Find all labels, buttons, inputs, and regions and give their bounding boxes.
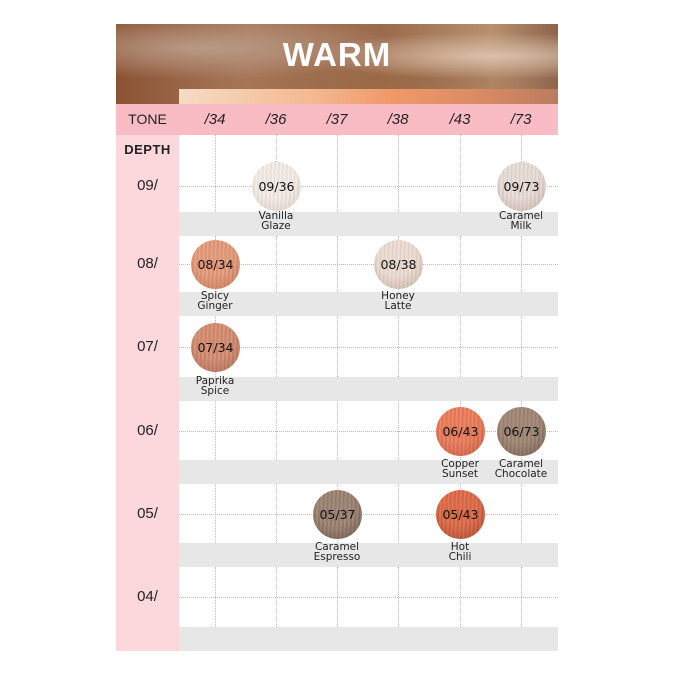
label-band xyxy=(179,460,558,484)
shade-name-line2: Sunset xyxy=(441,468,479,480)
grid-line-horizontal xyxy=(179,514,558,515)
grid-line-vertical xyxy=(398,567,399,627)
tone-43: /43 xyxy=(449,111,471,128)
shade-name-line1: Paprika xyxy=(195,375,235,387)
tone-73: /73 xyxy=(510,111,532,128)
label-band xyxy=(179,212,558,236)
shade-name: Vanilla Glaze xyxy=(231,210,321,232)
label-band xyxy=(179,292,558,316)
shade-name: Hot Chili xyxy=(415,541,505,563)
tone-34: /34 xyxy=(204,111,226,128)
grid-line-vertical xyxy=(460,236,461,292)
grid-line-vertical xyxy=(398,316,399,377)
depth-04: 04/ xyxy=(137,588,158,605)
grid-line-vertical xyxy=(337,567,338,627)
header-banner: WARM xyxy=(116,24,558,104)
tone-header-row xyxy=(116,104,558,135)
grid-line-vertical xyxy=(460,316,461,377)
tone-36: /36 xyxy=(265,111,287,128)
grid-line-vertical xyxy=(337,316,338,377)
depth-07: 07/ xyxy=(137,338,158,355)
shade-name-line1: Caramel xyxy=(314,541,360,553)
shade-name-line2: Glaze xyxy=(261,220,291,232)
grid-line-vertical xyxy=(276,484,277,543)
depth-05: 05/ xyxy=(137,505,158,522)
grid-line-vertical xyxy=(460,135,461,212)
grid-line-vertical xyxy=(521,484,522,543)
depth-label: DEPTH xyxy=(124,142,171,157)
color-chart-card: WARM TONE DEPTH 09/08/07/06/05/04/ /34/36… xyxy=(116,24,558,651)
shade-name: Spicy Ginger xyxy=(170,290,260,312)
swatch-09-73[interactable]: 09/73 xyxy=(497,162,546,211)
grid-line-horizontal xyxy=(179,186,558,187)
shade-name-line2: Spice xyxy=(200,385,230,397)
grid-line-vertical xyxy=(460,567,461,627)
grid-line-vertical xyxy=(215,135,216,212)
shade-name-line1: Caramel xyxy=(498,458,544,470)
grid-line-vertical xyxy=(337,236,338,292)
tone-gradient-strip xyxy=(179,89,558,104)
chart-title: WARM xyxy=(282,36,392,73)
grid-line-vertical xyxy=(215,567,216,627)
shade-name: Honey Latte xyxy=(353,290,443,312)
grid-line-vertical xyxy=(398,135,399,212)
grid-line-vertical xyxy=(398,401,399,460)
depth-08: 08/ xyxy=(137,255,158,272)
shade-name-line1: Caramel xyxy=(498,210,544,222)
shade-name-line2: Chocolate xyxy=(494,468,548,480)
grid-line-vertical xyxy=(215,401,216,460)
tone-37: /37 xyxy=(326,111,348,128)
swatch-05-43[interactable]: 05/43 xyxy=(436,490,485,539)
grid-line-vertical xyxy=(398,484,399,543)
grid-line-horizontal xyxy=(179,347,558,348)
shade-name: Paprika Spice xyxy=(170,375,260,397)
depth-column xyxy=(116,135,179,651)
shade-name-line1: Hot xyxy=(450,541,470,553)
swatch-09-36[interactable]: 09/36 xyxy=(252,162,301,211)
shade-name: Caramel Milk xyxy=(476,210,566,232)
swatch-08-38[interactable]: 08/38 xyxy=(374,240,423,289)
shade-name-line2: Espresso xyxy=(313,551,361,563)
grid-line-vertical xyxy=(276,316,277,377)
shade-name-line1: Spicy xyxy=(200,290,230,302)
label-band xyxy=(179,627,558,651)
grid-line-horizontal xyxy=(179,431,558,432)
grid-line-vertical xyxy=(276,236,277,292)
shade-name-line2: Latte xyxy=(384,300,412,312)
shade-name: Caramel Chocolate xyxy=(476,458,566,480)
swatch-07-34[interactable]: 07/34 xyxy=(191,323,240,372)
shade-name: Copper Sunset xyxy=(415,458,505,480)
label-band xyxy=(179,377,558,401)
shade-name-line1: Honey xyxy=(381,290,415,302)
shade-name-line2: Milk xyxy=(510,220,532,232)
grid-line-vertical xyxy=(521,316,522,377)
tone-label: TONE xyxy=(128,111,167,127)
shade-name-line1: Copper xyxy=(441,458,479,470)
label-band xyxy=(179,543,558,567)
grid-line-horizontal xyxy=(179,264,558,265)
shade-name-line1: Vanilla xyxy=(258,210,294,222)
grid-line-vertical xyxy=(215,484,216,543)
swatch-06-73[interactable]: 06/73 xyxy=(497,407,546,456)
tone-38: /38 xyxy=(387,111,409,128)
grid-line-vertical xyxy=(337,401,338,460)
grid-line-vertical xyxy=(521,236,522,292)
grid-line-horizontal xyxy=(179,597,558,598)
depth-09: 09/ xyxy=(137,177,158,194)
grid-line-vertical xyxy=(521,567,522,627)
grid-line-vertical xyxy=(276,567,277,627)
swatch-08-34[interactable]: 08/34 xyxy=(191,240,240,289)
grid-line-vertical xyxy=(276,401,277,460)
shade-name-line2: Chili xyxy=(448,551,472,563)
depth-06: 06/ xyxy=(137,422,158,439)
swatch-05-37[interactable]: 05/37 xyxy=(313,490,362,539)
grid-line-vertical xyxy=(337,135,338,212)
shade-name: Caramel Espresso xyxy=(292,541,382,563)
shade-name-line2: Ginger xyxy=(197,300,233,312)
swatch-06-43[interactable]: 06/43 xyxy=(436,407,485,456)
